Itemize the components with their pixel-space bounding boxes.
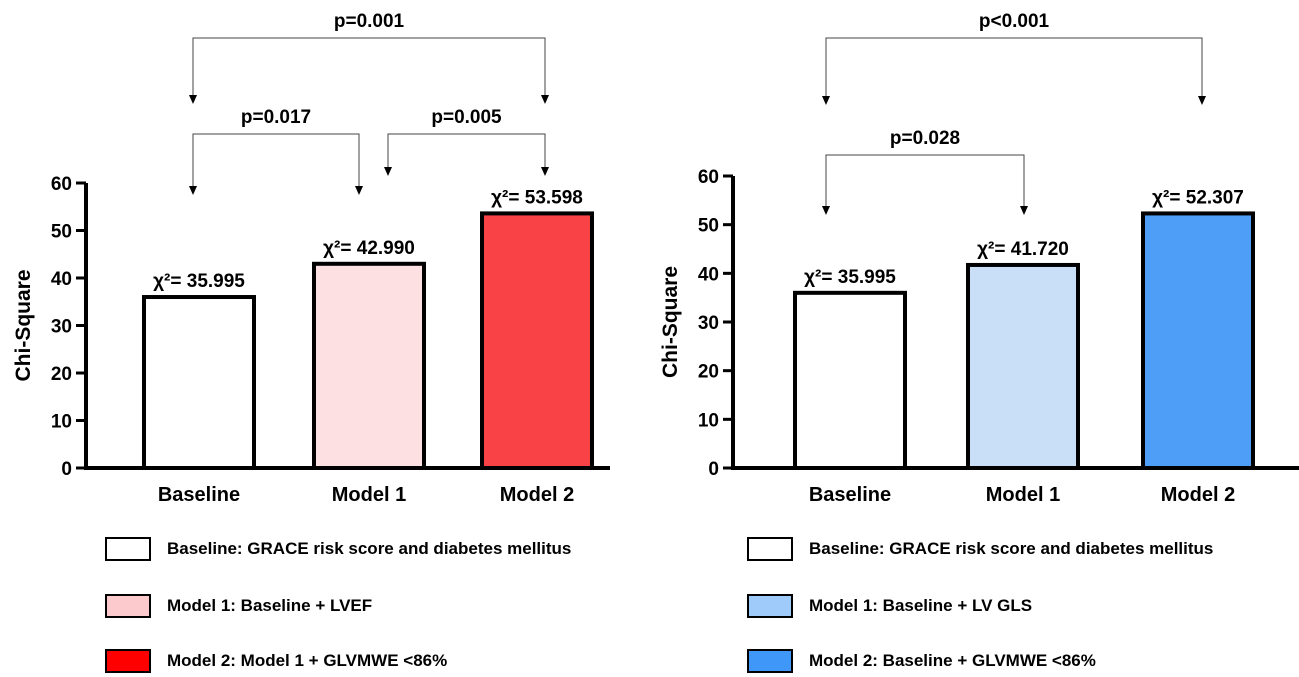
data-label-model2: χ²= 53.598 [491,187,583,208]
y-tick-label: 50 [698,216,719,237]
bar-model1 [966,262,1080,471]
data-label-model1: χ²= 42.990 [323,238,415,259]
arrow-head [1020,206,1028,215]
bar-baseline [793,290,907,470]
legend-item-model1: Model 1: Baseline + LV GLS [747,594,1032,618]
comparison-bracket [192,37,546,96]
legend-item-baseline: Baseline: GRACE risk score and diabetes … [747,537,1213,561]
legend-swatch-baseline [105,537,151,561]
p-value-label: p<0.001 [979,11,1050,32]
legend-label-model2: Model 2: Model 1 + GLVMWE <86% [167,651,448,670]
legend-swatch-model2 [105,649,151,673]
arrow-head [189,95,197,104]
arrow-head [355,186,363,195]
data-label-model2: χ²= 52.307 [1152,187,1244,208]
right-legend: Baseline: GRACE risk score and diabetes … [747,537,1299,677]
arrow-head [189,186,197,195]
y-tick-label: 0 [61,459,72,480]
comparison-bracket [825,154,1025,207]
y-tick-label: 30 [698,313,719,334]
arrow-head [541,167,549,176]
bar-model1 [312,261,426,470]
y-tick-label: 0 [708,459,719,480]
arrow-head [822,96,830,105]
y-tick-label: 50 [51,222,72,243]
legend-label-baseline: Baseline: GRACE risk score and diabetes … [809,539,1214,558]
comparison-bracket [825,37,1203,97]
p-value-label: p=0.017 [241,107,311,128]
right-chart: 0 10 20 30 40 50 60 Chi-Square χ²= 35.995 Baselin… [659,11,1299,506]
data-label-baseline: χ²= 35.995 [153,271,245,292]
p-value-label: p=0.028 [890,128,960,149]
legend-swatch-baseline [747,537,793,561]
bar-baseline [142,295,256,470]
y-tick-label: 10 [698,410,719,431]
p-value-label: p=0.005 [431,107,502,128]
category-label-model2: Model 2 [500,484,574,506]
y-tick-label: 40 [698,264,719,285]
chart-canvas: 0 10 20 30 40 50 60 Chi-Square χ²= 35.995 Baselin… [12,11,1299,506]
arrow-head [541,95,549,104]
y-tick-label: 60 [51,174,72,195]
y-axis-label: Chi-Square [659,266,682,378]
legend-item-model2: Model 2: Baseline + GLVMWE <86% [747,649,1096,673]
y-tick-label: 30 [51,317,72,338]
arrow-head [822,206,830,215]
bar-model2 [1141,211,1255,470]
category-label-model1: Model 1 [986,484,1060,506]
category-label-baseline: Baseline [809,484,891,506]
legend-label-baseline: Baseline: GRACE risk score and diabetes … [167,539,572,558]
category-label-model1: Model 1 [332,484,406,506]
arrow-head [384,167,392,176]
data-label-model1: χ²= 41.720 [977,239,1069,260]
category-label-baseline: Baseline [158,484,240,506]
legend-label-model1: Model 1: Baseline + LV GLS [809,596,1033,615]
legend-item-baseline: Baseline: GRACE risk score and diabetes … [105,537,571,561]
bar-model2 [480,211,594,470]
y-tick-label: 20 [698,362,719,383]
y-tick-label: 40 [51,269,72,290]
left-chart: 0 10 20 30 40 50 60 Chi-Square χ²= 35.995 Baselin… [12,11,610,506]
p-value-label: p=0.001 [334,11,405,32]
left-legend: Baseline: GRACE risk score and diabetes … [105,537,695,677]
y-axis-label: Chi-Square [12,269,35,381]
legend-swatch-model2 [747,649,793,673]
data-label-baseline: χ²= 35.995 [804,267,896,288]
arrow-head [1198,96,1206,105]
category-label-model2: Model 2 [1161,484,1235,506]
comparison-bracket [192,133,360,187]
legend-swatch-model1 [105,594,151,618]
legend-item-model1: Model 1: Baseline + LVEF [105,594,372,618]
legend-label-model2: Model 2: Baseline + GLVMWE <86% [809,651,1096,670]
y-tick-label: 10 [51,412,72,433]
legend-item-model2: Model 2: Model 1 + GLVMWE <86% [105,649,447,673]
legend-swatch-model1 [747,594,793,618]
legend-label-model1: Model 1: Baseline + LVEF [167,596,373,615]
y-tick-label: 60 [698,167,719,188]
y-tick-label: 20 [51,364,72,385]
comparison-bracket [387,133,546,168]
